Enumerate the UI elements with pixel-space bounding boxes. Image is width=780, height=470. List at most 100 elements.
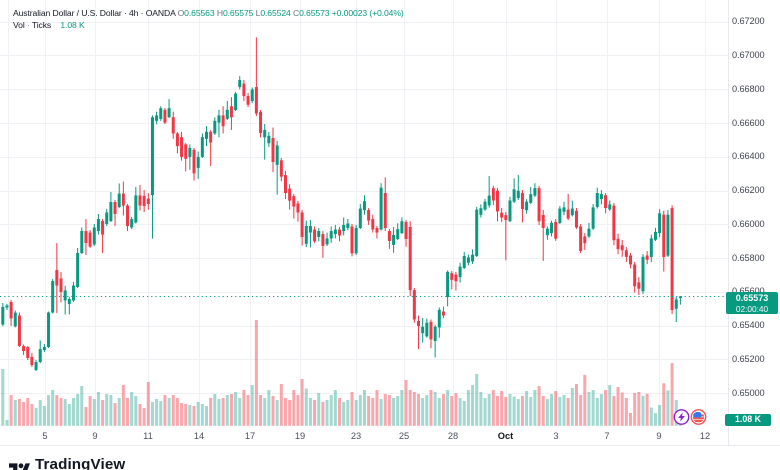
candle-body <box>5 305 9 308</box>
volume-bar <box>254 320 258 426</box>
time-tick-label: 5 <box>42 430 48 441</box>
candle-body <box>71 285 75 301</box>
candle-body <box>126 205 130 226</box>
candle-body <box>491 188 495 201</box>
candle-wick <box>418 315 420 350</box>
candle-body <box>500 212 504 218</box>
volume-bar <box>67 404 71 426</box>
candle-body <box>175 133 179 147</box>
candle-body <box>9 301 13 319</box>
candle-body <box>466 257 470 263</box>
volume-bar <box>134 396 138 426</box>
candle-body <box>200 137 204 157</box>
candle-body <box>296 203 300 213</box>
candle-body <box>479 208 483 215</box>
candle-body <box>134 195 138 223</box>
candle-body <box>425 322 429 337</box>
volume-bar <box>329 395 333 426</box>
volume-bar <box>126 398 130 426</box>
candle-body <box>308 225 312 233</box>
volume-bar <box>80 386 84 426</box>
tradingview-logo[interactable]: TradingView <box>9 456 125 470</box>
candle-wick <box>675 296 677 323</box>
candle-body <box>520 193 524 209</box>
candle-body <box>184 144 188 159</box>
candle-body <box>51 281 55 313</box>
candle-body <box>304 225 308 244</box>
high-label: H <box>216 8 223 18</box>
price-tick-label: 0.65400 <box>732 320 765 331</box>
candle-body <box>404 221 408 239</box>
volume-bar <box>471 385 475 426</box>
candle-body <box>275 145 279 165</box>
lightning-icon[interactable] <box>673 409 690 425</box>
volume-bar <box>666 390 670 426</box>
volume-bar <box>396 396 400 426</box>
candle-body <box>234 93 238 110</box>
candle-body <box>101 221 105 235</box>
volume-bar <box>662 383 666 426</box>
candle-body <box>454 274 458 282</box>
time-tick-label: 28 <box>447 430 459 441</box>
candle-body <box>42 347 46 351</box>
volume-bar <box>238 398 242 426</box>
candle-body <box>591 207 595 229</box>
volume-bar <box>283 398 287 426</box>
volume-bar <box>421 398 425 426</box>
volume-bar <box>483 398 487 426</box>
volume-bar <box>599 394 603 426</box>
candle-body <box>421 326 425 334</box>
candle-body <box>246 95 250 105</box>
candle-body <box>150 117 154 196</box>
volume-bar <box>9 395 13 426</box>
volume-bar <box>358 395 362 426</box>
us-flag-icon[interactable] <box>690 409 707 425</box>
volume-bar <box>495 396 499 426</box>
volume-bar <box>516 399 520 426</box>
volume-bar <box>608 385 612 426</box>
candle-body <box>329 231 333 239</box>
candle-wick <box>679 296 681 305</box>
time-tick-label: 11 <box>143 430 153 441</box>
volume-value: 1.08 K <box>60 20 85 30</box>
volume-bar <box>587 392 591 426</box>
candle-body <box>238 79 242 88</box>
volume-bar <box>167 398 171 426</box>
candle-body <box>570 208 574 216</box>
volume-bar <box>42 406 46 426</box>
volume-bar <box>475 374 479 426</box>
volume-bar <box>408 390 412 426</box>
volume-bar <box>545 399 549 426</box>
candle-body <box>633 264 637 287</box>
candle-body <box>583 236 587 244</box>
price-tick-label: 0.65000 <box>732 387 765 398</box>
candle-wick <box>210 130 212 167</box>
candle-body <box>562 207 566 212</box>
candle-body <box>537 188 541 222</box>
volume-bar <box>34 408 38 426</box>
candle-wick <box>517 174 519 200</box>
price-tick-label: 0.66800 <box>732 83 765 94</box>
candle-body <box>26 347 30 358</box>
candle-body <box>574 210 578 228</box>
volume-bar <box>462 401 466 426</box>
candle-body <box>80 231 84 253</box>
volume-bar <box>279 384 283 426</box>
candle-body <box>333 229 337 235</box>
volume-bar <box>229 394 233 426</box>
time-tick-label: 17 <box>244 430 256 441</box>
open-label: O <box>177 8 185 18</box>
candle-body <box>558 208 562 223</box>
volume-bar <box>1 369 5 426</box>
volume-bar <box>246 395 250 426</box>
volume-legend[interactable]: Vol · Ticks 1.08 K <box>13 20 85 30</box>
volume-bar <box>47 395 51 426</box>
time-tick-label: Oct <box>497 430 514 441</box>
time-tick-label: 19 <box>294 430 306 441</box>
candle-body <box>387 231 391 241</box>
symbol-legend[interactable]: Australian Dollar / U.S. Dollar · 4h · O… <box>13 8 404 18</box>
volume-bar <box>342 402 346 426</box>
price-tick-label: 0.66400 <box>732 151 765 162</box>
candle-body <box>196 156 200 168</box>
